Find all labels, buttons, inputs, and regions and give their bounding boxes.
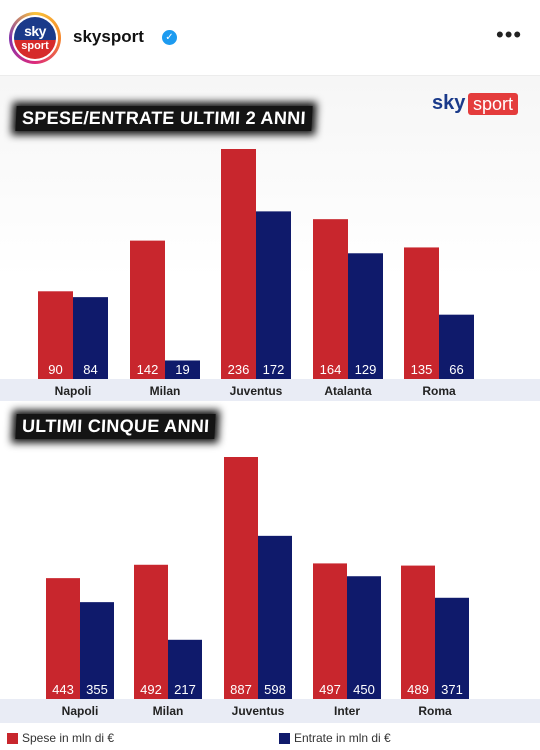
chart-1-bar-entrate-juventus (256, 211, 291, 379)
chart-2-value-label: 443 (52, 682, 74, 697)
chart-1-category-label: Roma (422, 384, 456, 398)
chart-1-bar-spese-roma (404, 247, 439, 379)
chart-1-category-band (0, 379, 540, 401)
chart-2-category-label: Napoli (62, 704, 99, 718)
more-options-icon[interactable]: ••• (496, 22, 523, 47)
chart-2-category-label: Roma (418, 704, 452, 718)
chart-2-bar-spese-inter (313, 563, 347, 699)
chart-1-bar-entrate-milan (165, 360, 200, 379)
chart-2-value-label: 492 (140, 682, 162, 697)
chart-2-value-label: 887 (230, 682, 252, 697)
verified-badge-icon: ✓ (162, 30, 177, 45)
chart-1-value-label: 135 (411, 362, 433, 377)
brand-sky-text: sky (432, 92, 466, 114)
legend-entrate-swatch (279, 733, 290, 744)
avatar-sky-text: sky (24, 23, 46, 39)
chart-1-bar-spese-milan (130, 240, 165, 379)
chart-2-bar-spese-roma (401, 565, 435, 699)
chart-1-value-label: 142 (137, 362, 159, 377)
chart-1-bar-entrate-atalanta (348, 253, 383, 379)
chart-1-value-label: 129 (355, 362, 377, 377)
chart-1-bar-spese-atalanta (313, 219, 348, 379)
chart-2-category-band (0, 699, 540, 723)
legend-entrate-label: Entrate in mln di € (294, 731, 391, 745)
avatar[interactable]: sky sport (9, 12, 61, 64)
chart-1-value-label: 172 (263, 362, 285, 377)
chart-2-bar-entrate-inter (347, 576, 381, 699)
chart-1-bar-entrate-roma (439, 314, 474, 379)
legend-spese-label: Spese in mln di € (22, 731, 115, 745)
chart-2-value-label: 450 (353, 682, 375, 697)
chart-1-value-label: 90 (48, 362, 62, 377)
chart-1-bar-entrate-napoli (73, 297, 108, 379)
avatar-frame: sky sport (12, 15, 58, 61)
chart-2-value-label: 371 (441, 682, 463, 697)
chart-2-value-label: 497 (319, 682, 341, 697)
chart-2-bar-spese-juventus (224, 457, 258, 699)
chart-2-bar-spese-milan (134, 564, 168, 699)
chart-1-bar-spese-napoli (38, 291, 73, 379)
chart-2-category-label: Inter (334, 704, 360, 718)
chart-2-value-label: 598 (264, 682, 286, 697)
post-header: sky sport skysport ✓ ••• (0, 0, 540, 76)
chart-2-category-label: Milan (153, 704, 184, 718)
chart-1-category-label: Juventus (230, 384, 283, 398)
chart-2-bar-entrate-napoli (80, 602, 114, 699)
chart-1-value-label: 84 (83, 362, 97, 377)
chart-1-category-label: Napoli (55, 384, 92, 398)
brand-sport-text: sport (468, 93, 519, 115)
chart-1-category-label: Atalanta (324, 384, 372, 398)
chart-2-bar-spese-napoli (46, 578, 80, 699)
chart-1-value-label: 66 (449, 362, 463, 377)
chart-2-bar-entrate-roma (435, 597, 469, 699)
avatar-logo: sky sport (14, 17, 56, 59)
chart-1-value-label: 164 (320, 362, 342, 377)
chart-2-value-label: 217 (174, 682, 196, 697)
username[interactable]: skysport (73, 27, 144, 46)
chart-1-bar-spese-juventus (221, 149, 256, 379)
chart-1-value-label: 19 (175, 362, 189, 377)
chart-2-value-label: 489 (407, 682, 429, 697)
chart-1-category-label: Milan (150, 384, 181, 398)
chart-2-bar-entrate-milan (168, 639, 202, 699)
chart-2-bar-entrate-juventus (258, 535, 292, 699)
chart-1-value-label: 236 (228, 362, 250, 377)
avatar-sport-text: sport (21, 40, 49, 52)
chart-2-category-label: Juventus (232, 704, 285, 718)
legend-spese-swatch (7, 733, 18, 744)
chart-2-value-label: 355 (86, 682, 108, 697)
